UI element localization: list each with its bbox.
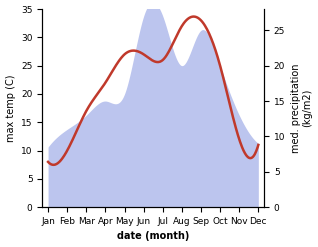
Y-axis label: med. precipitation
(kg/m2): med. precipitation (kg/m2) — [291, 63, 313, 153]
X-axis label: date (month): date (month) — [117, 231, 190, 242]
Y-axis label: max temp (C): max temp (C) — [5, 74, 16, 142]
